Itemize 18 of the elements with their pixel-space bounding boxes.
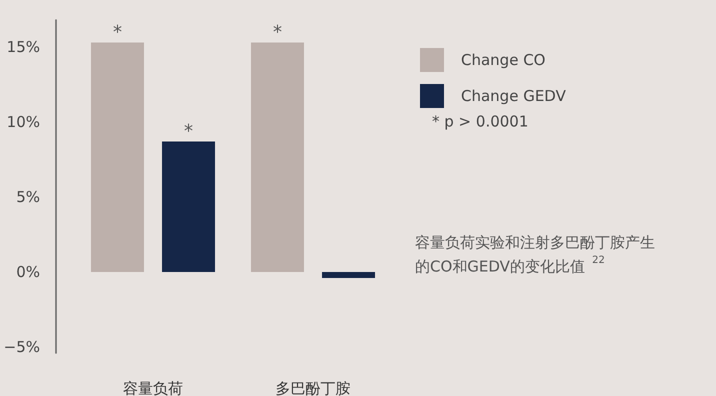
legend-label: Change GEDV [461,87,567,105]
y-tick-label: 10% [6,113,40,131]
data-label: * [184,121,194,142]
data-label: * [272,22,282,43]
bar [90,42,144,272]
y-tick-label: 0% [16,263,40,281]
legend-label: Change CO [461,51,546,69]
y-tick-label: 15% [6,38,40,56]
x-tick-label: 多巴酚丁胺 [276,380,350,396]
y-tick-label: 5% [16,188,40,206]
x-tick-label: 容量负荷 [123,380,183,396]
bar [250,42,304,272]
text: 容量负荷实验和注射多巴酚丁胺产生的CO和GEDV的变化比值 22 [415,234,655,276]
y-tick-label: −5% [4,338,40,356]
bar [322,272,376,278]
bar [162,142,216,272]
data-label: * [112,22,122,43]
text: * p > 0.0001 [432,112,528,130]
